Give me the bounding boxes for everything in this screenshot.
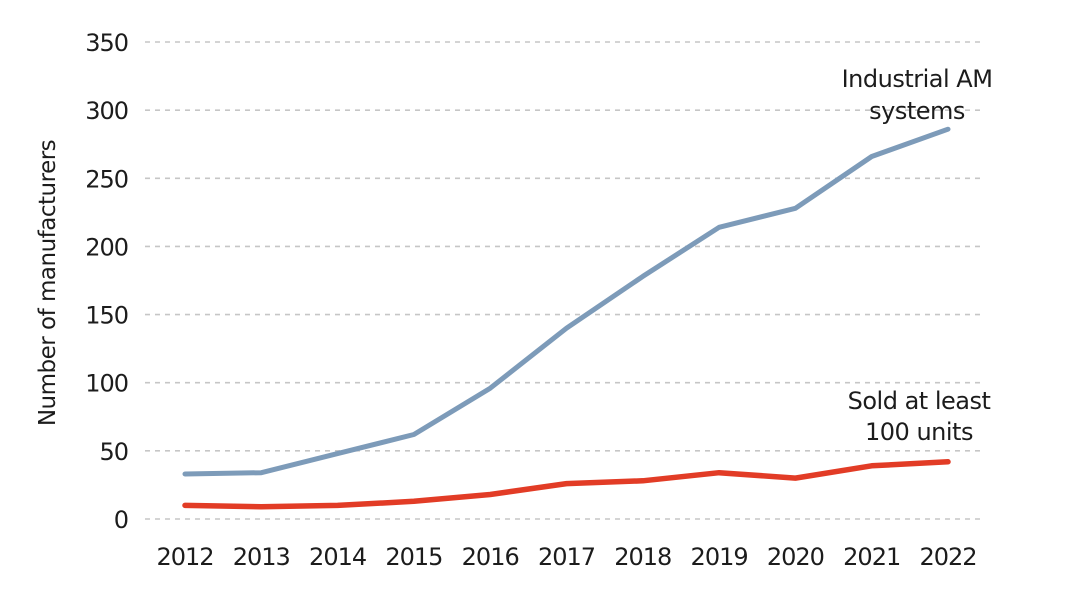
x-axis-tick-labels: 2012 2013 2014 2015 2016 2017 2018 2019 2020 2021…: [156, 543, 977, 571]
y-tick-label: 0: [114, 506, 128, 534]
x-tick-label: 2021: [843, 543, 900, 571]
x-tick-label: 2012: [156, 543, 213, 571]
series-line-sold-at-least-100-units: [182, 459, 951, 510]
x-tick-label: 2016: [462, 543, 519, 571]
y-tick-label: 200: [85, 233, 128, 261]
series-lines: [182, 126, 951, 510]
series-line-industrial-am-systems: [182, 126, 951, 477]
x-tick-label: 2019: [691, 543, 748, 571]
y-axis-tick-labels: 0 50 100 150 200 250 300 350: [85, 29, 129, 534]
gridlines: [145, 41, 985, 520]
x-tick-label: 2015: [385, 543, 442, 571]
x-tick-label: 2020: [767, 543, 824, 571]
annotation-industrial-line1: Industrial AM: [842, 65, 993, 93]
x-tick-label: 2013: [233, 543, 290, 571]
annotation-industrial-line2: systems: [869, 97, 965, 125]
annotation-industrial-am-systems: Industrial AM systems: [842, 65, 993, 125]
y-tick-label: 50: [99, 438, 128, 466]
x-tick-label: 2017: [538, 543, 595, 571]
y-tick-label: 300: [85, 97, 128, 125]
x-tick-label: 2014: [309, 543, 366, 571]
x-tick-label: 2018: [614, 543, 671, 571]
x-tick-label: 2022: [919, 543, 976, 571]
y-tick-label: 100: [85, 370, 128, 398]
annotation-sold-line2: 100 units: [865, 418, 973, 446]
y-tick-label: 250: [85, 165, 128, 193]
y-tick-label: 350: [85, 29, 128, 57]
annotation-sold-at-least-100-units: Sold at least 100 units: [848, 387, 991, 446]
y-tick-label: 150: [85, 302, 128, 330]
annotation-sold-line1: Sold at least: [848, 387, 991, 415]
y-axis-title: Number of manufacturers: [35, 140, 61, 426]
